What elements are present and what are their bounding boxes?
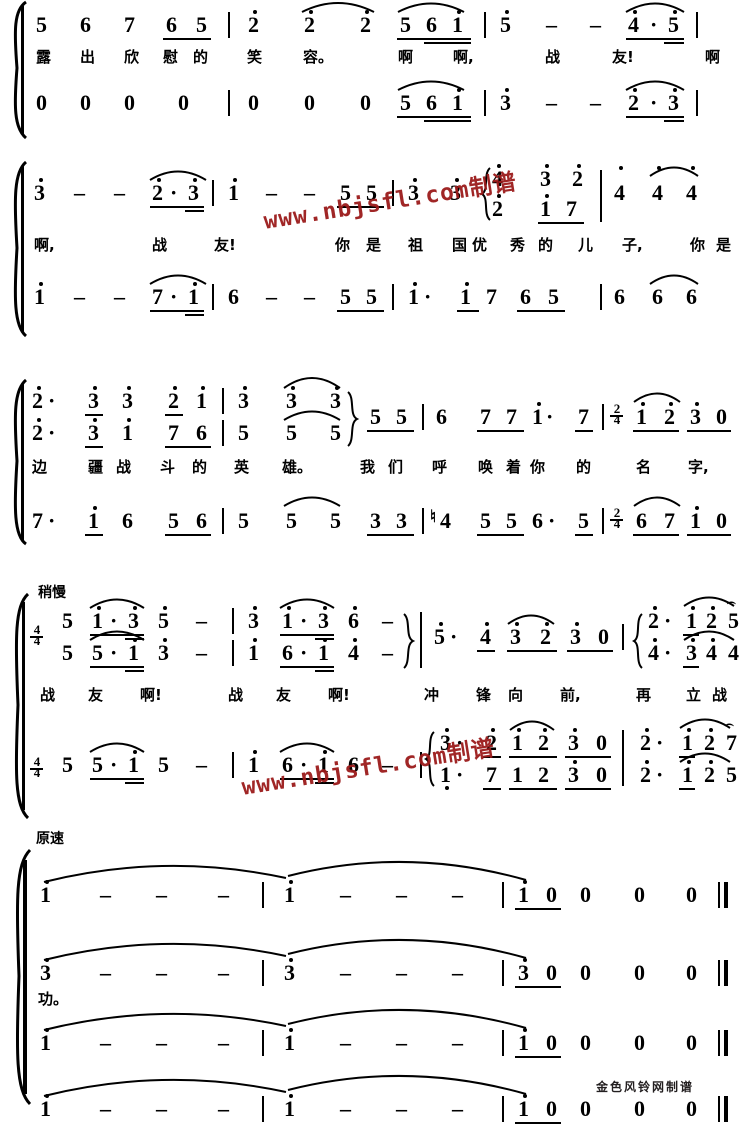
sys5-stave-3: 1 – – – 1 – – – 1 0 0 0 0 [0,1009,740,1062]
divisi-brace-icon [347,391,360,447]
lyric-line-5: 功。 [38,990,69,1008]
system-brace-icon [14,592,30,820]
lyric-line-4: 战 友 啊! 战 友 啊! 冲 锋 向 前, 再 立 战 [40,686,728,704]
slur-icon [397,80,465,91]
barline [622,730,624,786]
tempo-mark-atempo: 原速 [36,831,64,847]
slur-icon [679,752,731,763]
slur-icon [633,496,681,507]
tie-icon [43,942,287,961]
sys5-stave-2: 3 – – – 3 – – – 3 0 0 0 0 [0,939,740,992]
sys4-bottom-divisi-lower: 1 · 7 1 2 3 0 [0,760,740,794]
divisi-brace-icon [403,613,416,669]
slur-icon [507,614,555,625]
tie-icon [43,864,287,883]
system-brace-icon [13,378,28,546]
sys5-stave-4: 1 – – – 1 – – – 1 0 0 0 0 [0,1075,740,1128]
fermata-icon: ⌢ [724,716,735,733]
sys3-voice-2: 2 · 3 1 7 6 5 5 5 [0,410,740,452]
slur-icon [283,410,341,421]
sys1-voice-top: 5 6 7 6 5 2 2 2 5 6 1 5 – – 4 · 5 [0,2,740,44]
slur-icon [649,166,699,177]
system-brace-icon [13,0,28,140]
barline [600,170,602,222]
slur-icon [279,598,335,609]
sys2-voice-top: 3 – – 2 · 3 1 – – 5 5 3 3 [0,170,740,212]
sys2-voice-top-cont: 4 4 4 [0,166,740,212]
tie-icon [287,1075,527,1095]
slur-icon [89,630,145,641]
system-1: 5 6 7 6 5 2 2 2 5 6 1 5 – – 4 · 5 [0,0,740,148]
slur-icon [625,2,685,13]
system-5: 原速 1 – – – 1 – – – 1 0 0 0 0 [0,826,740,1124]
system-1-tail [0,0,740,148]
slur-icon [149,274,207,285]
system-3: 2 · 3 3 2 1 3 3 3 2 · 3 1 7 6 5 5 5 [0,377,740,550]
divisi-brace-icon [424,731,435,787]
slur-icon [649,274,699,285]
sys4-voice-2: 5 5 · 1 3 – 1 6 · 1 4 – [0,630,740,672]
slur-icon [509,720,555,731]
tie-icon [287,861,527,881]
slur-icon [283,377,341,389]
sys1-tail-top [0,10,740,44]
watermark-credit: 金色风铃网制谱 [596,1080,695,1094]
lyric-line-1: 露 出 欣 慰 的 笑 容。 啊 啊, 战 友! 啊 [36,48,721,66]
sys2-divisi-upper: 4 3 2 [492,164,583,191]
sys4-voice-bottom: 5 5 · 1 5 – 1 6 · 1 6 – [0,742,740,784]
tempo-mark-slower: 稍慢 [38,585,66,601]
slur-icon [397,2,465,13]
slur-icon [625,80,685,91]
system-brace-icon [13,160,28,338]
slur-icon [633,392,681,403]
sys4-voice-merged: 5 · 4 3 2 3 0 [0,614,740,656]
slur-icon [149,170,207,181]
sys4-final-upper: 2 · 1 2 5 ⌢ [0,594,740,640]
divisi-brace-icon [632,613,643,669]
slur-icon [679,718,731,729]
slur-icon [279,742,335,753]
slur-icon [89,598,145,609]
slur-icon [683,630,735,641]
sys4-final-lower: 4 · 3 4 4 [0,630,740,672]
divisi-brace-icon [480,167,491,221]
sys3-voice-bottom: 7 · 1 6 5 6 5 5 5 3 3 ♮ 4 5 5 6 · 5 [0,496,740,540]
tie-icon [43,1012,287,1031]
sys4-bottom-final-upper: 2 · 1 2 7 ⌢ [0,716,740,762]
sys2-divisi-lower: 2 1 7 [0,192,740,226]
tie-icon [43,1078,287,1097]
slur-icon [683,596,735,607]
fermata-icon: ⌢ [726,594,737,611]
slur-icon [283,496,341,507]
system-brace-icon [15,848,32,1106]
sys2-voice-bottom: 1 – – 7 · 1 6 – – 5 5 1 · 1 7 6 5 6 [0,274,740,316]
sys4-bottom-final-lower: 2 · 1 2 5 [0,752,740,794]
lyric-line-3: 边 疆 战 斗 的 英 雄。 我 们 呼 唤 着 你 的 名 字, [32,458,709,476]
tie-icon [287,939,527,959]
sys3-voice-1: 2 · 3 3 2 1 3 3 3 [0,377,740,420]
natural-sign-icon: ♮ [430,507,437,526]
sys4-bottom-divisi-upper: 3 · 2 1 2 3 0 [0,720,740,762]
sys1-voice-bottom: 0 0 0 0 0 0 0 5 6 1 3 – – 2 · 3 [0,80,740,122]
lyric-line-2: 啊, 战 友! 你 是 祖 国 优 秀 的 儿 子, 你 是 [34,236,732,254]
system-2: 3 – – 2 · 3 1 – – 5 5 3 3 4 3 2 2 [0,160,740,345]
tie-icon [287,1009,527,1029]
slur-icon [301,2,375,13]
barline [420,612,422,668]
slur-icon [89,742,145,753]
sys5-stave-1: 1 – – – 1 – – – 1 0 0 0 0 [0,861,740,914]
